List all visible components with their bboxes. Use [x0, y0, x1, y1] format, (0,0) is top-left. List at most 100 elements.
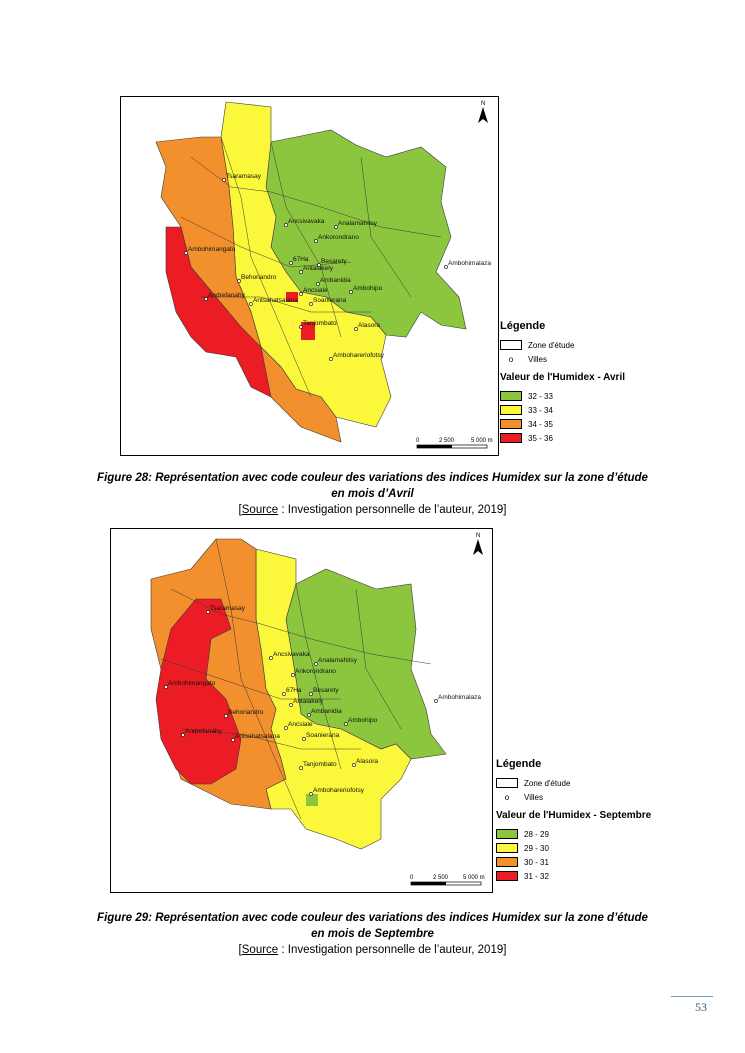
- town-label: 67Ha: [286, 687, 302, 694]
- legend-title: Légende: [496, 758, 542, 770]
- town-marker: [309, 692, 313, 696]
- caption-source: [Source : Investigation personnelle de l…: [238, 944, 507, 956]
- caption-source: [Source : Investigation personnelle de l…: [238, 504, 507, 516]
- town-marker: [316, 282, 320, 286]
- town-marker: [224, 714, 228, 718]
- town-marker: [444, 265, 448, 269]
- town-label: Alasora: [356, 758, 378, 765]
- town-marker: [291, 673, 295, 677]
- town-label: Tanjombato: [303, 320, 337, 327]
- legend-class-row: 30 - 31: [496, 855, 696, 869]
- town-label: Ambohipo: [348, 717, 378, 724]
- class-swatch: [496, 857, 518, 867]
- class-label: 32 - 33: [528, 391, 553, 401]
- town-marker: [269, 656, 273, 660]
- town-label: Ankorondrano: [318, 234, 359, 241]
- caption-title: Figure 28: Représentation avec code coul…: [97, 472, 648, 484]
- legend-villes: o Villes: [500, 352, 680, 366]
- town-marker: [206, 610, 210, 614]
- town-label: Soanierana: [306, 732, 340, 739]
- town-marker: [299, 292, 303, 296]
- legend-class-row: 35 - 36: [500, 431, 680, 445]
- town-marker: [289, 261, 293, 265]
- class-swatch: [496, 843, 518, 853]
- svg-text:5 000 m: 5 000 m: [463, 875, 485, 881]
- svg-text:0: 0: [416, 438, 420, 444]
- svg-text:5 000 m: 5 000 m: [471, 438, 493, 444]
- town-label: Antalakely: [293, 698, 324, 705]
- town-marker: [237, 279, 241, 283]
- north-label: N: [481, 101, 485, 107]
- class-swatch: [500, 433, 522, 443]
- town-label: Ancsiale: [303, 287, 328, 294]
- town-marker: [282, 692, 286, 696]
- town-label: Behoriandro: [228, 709, 264, 716]
- town-label: Andrefanahy: [208, 292, 246, 299]
- town-label: Ambohimangato: [188, 246, 236, 253]
- legend-classes: 28 - 29 29 - 30 30 - 31 31 - 32: [496, 827, 696, 883]
- class-label: 30 - 31: [524, 857, 549, 867]
- legend-villes: o Villes: [496, 790, 696, 804]
- class-label: 29 - 30: [524, 843, 549, 853]
- legend-figure-28: Légende Zone d'étude o Villes Valeur de …: [500, 320, 680, 445]
- legend-subtitle: Valeur de l'Humidex - Avril: [500, 372, 626, 383]
- town-marker: [299, 325, 303, 329]
- class-swatch: [496, 871, 518, 881]
- town-marker: [317, 263, 321, 267]
- zone-red: [155, 598, 242, 785]
- legend-class-row: 28 - 29: [496, 827, 696, 841]
- zone-red-patch: [301, 322, 315, 340]
- town-marker: [309, 302, 313, 306]
- legend-class-row: 29 - 30: [496, 841, 696, 855]
- legend-class-row: 31 - 32: [496, 869, 696, 883]
- town-marker: [181, 733, 185, 737]
- zone-swatch: [500, 340, 522, 350]
- legend-zone: Zone d'étude: [500, 338, 680, 352]
- town-marker: [164, 685, 168, 689]
- town-marker: [349, 290, 353, 294]
- town-marker: [222, 178, 226, 182]
- legend-subtitle: Valeur de l'Humidex - Septembre: [496, 810, 652, 821]
- page-number-rule: [671, 996, 713, 997]
- town-marker: [284, 223, 288, 227]
- class-swatch: [500, 405, 522, 415]
- town-label: Antsahatsalana: [235, 733, 280, 740]
- town-label: 67Ha: [293, 256, 309, 263]
- town-label: Ambohipo: [353, 285, 383, 292]
- town-label: Tsaramasay: [210, 605, 246, 612]
- caption-figure-28: Figure 28: Représentation avec code coul…: [60, 470, 685, 518]
- town-marker-icon: o: [508, 354, 514, 364]
- zone-red-patch: [286, 292, 298, 302]
- zone-label: Zone d'étude: [528, 340, 575, 350]
- map-figure-28: Tsaramasay Ancsivavaka Analamahitsy Ankoron…: [120, 96, 499, 456]
- town-label: Ambanidia: [320, 277, 351, 284]
- legend-zone: Zone d'étude: [496, 776, 696, 790]
- town-label: Ambanidia: [311, 708, 342, 715]
- scale-bar: 0 2 500 5 000 m: [410, 875, 485, 886]
- town-marker: [309, 792, 313, 796]
- class-label: 35 - 36: [528, 433, 553, 443]
- caption-title-line2: en mois de Septembre: [311, 928, 434, 940]
- town-marker: [334, 225, 338, 229]
- map-29-svg: Tsaramasay Ancsivavaka Analamahitsy Ankoron…: [150, 533, 485, 886]
- page-number: 53: [695, 1000, 707, 1014]
- town-marker: [307, 713, 311, 717]
- town-label: Behoriandro: [241, 274, 277, 281]
- map-figure-29: Tsaramasay Ancsivavaka Analamahitsy Ankoron…: [110, 528, 493, 893]
- caption-figure-29: Figure 29: Représentation avec code coul…: [60, 910, 685, 958]
- town-label: Antsahatsalana: [253, 297, 298, 304]
- town-marker: [289, 703, 293, 707]
- class-swatch: [500, 419, 522, 429]
- town-marker: [314, 239, 318, 243]
- town-label: Ambohareriofotsy: [333, 352, 385, 359]
- town-label: Tanjombato: [303, 761, 337, 768]
- town-label: Ambohimalaza: [438, 694, 481, 701]
- class-label: 31 - 32: [524, 871, 549, 881]
- town-marker: [354, 327, 358, 331]
- north-arrow-icon: [478, 107, 488, 123]
- town-marker: [434, 699, 438, 703]
- town-marker: [329, 357, 333, 361]
- town-marker: [314, 662, 318, 666]
- town-label: Ambohimangato: [168, 680, 216, 687]
- town-markers: Tsaramasay Ancsivavaka Analamahitsy Ankoron…: [164, 605, 481, 796]
